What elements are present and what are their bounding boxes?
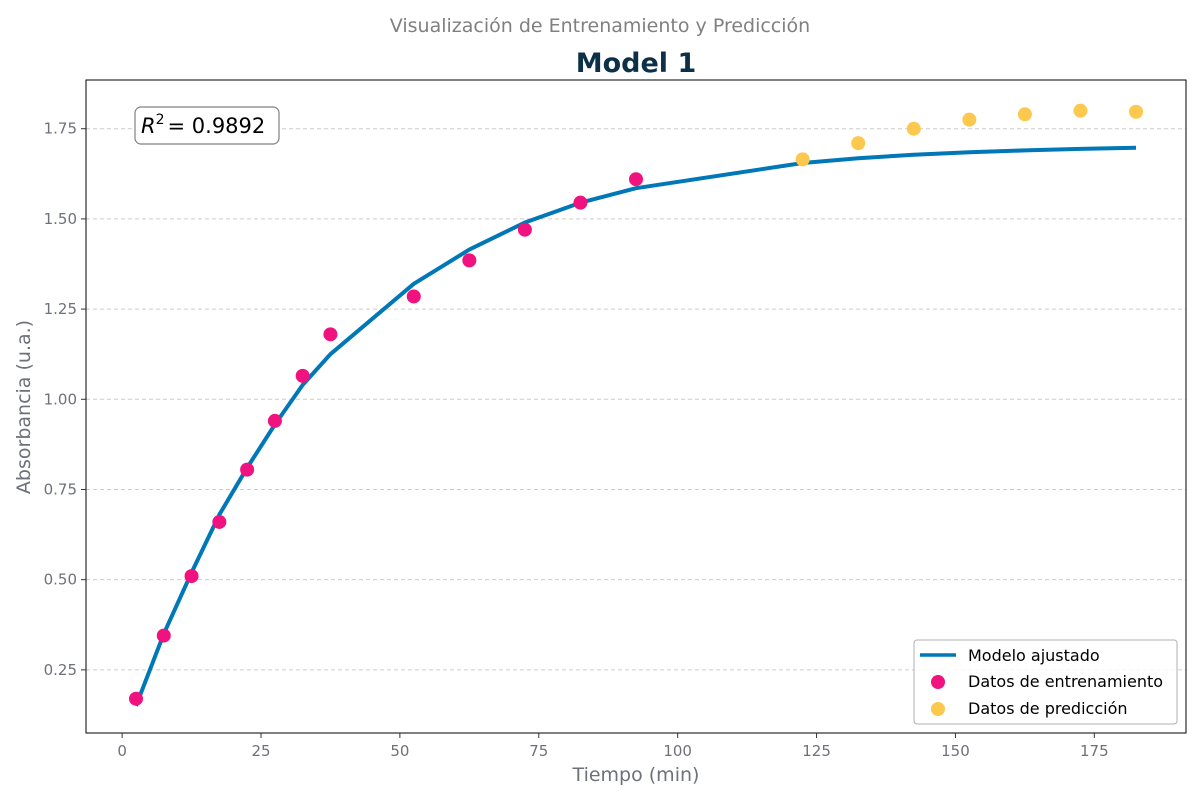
predict-point <box>1129 104 1143 119</box>
train-point <box>323 327 338 342</box>
x-tick-label: 175 <box>1080 742 1109 760</box>
legend-label-fit: Modelo ajustado <box>968 646 1100 665</box>
y-tick-label: 1.25 <box>44 300 77 318</box>
r2-box <box>134 106 280 145</box>
predict-point <box>906 121 921 136</box>
grid <box>86 128 1186 671</box>
train-point <box>184 569 199 584</box>
figure-suptitle: Visualización de Entrenamiento y Predicc… <box>390 15 810 37</box>
r2-symbol: R <box>141 114 156 138</box>
y-tick-label: 1.50 <box>44 210 77 228</box>
train-point <box>240 462 255 477</box>
y-tick-label: 0.50 <box>44 571 77 589</box>
legend-swatch-train <box>931 675 945 689</box>
y-tick-label: 0.25 <box>44 661 77 679</box>
predict-point <box>795 152 810 167</box>
y-tick-label: 0.75 <box>44 480 77 498</box>
legend-swatch-predict <box>931 702 945 716</box>
x-tick-label: 0 <box>117 742 127 760</box>
x-tick-label: 150 <box>941 742 970 760</box>
x-axis-label: Tiempo (min) <box>572 764 700 786</box>
r2-annotation: R2 = 0.9892 <box>134 106 280 145</box>
train-point <box>462 253 477 268</box>
x-tick-label: 100 <box>663 742 692 760</box>
y-axis-label: Absorbancia (u.a.) <box>13 320 35 494</box>
r2-value: = 0.9892 <box>168 114 266 138</box>
predict-point <box>851 136 866 151</box>
chart-title: Model 1 <box>576 48 697 79</box>
predict-point <box>1073 103 1088 118</box>
x-tick-label: 125 <box>802 742 831 760</box>
train-point <box>295 368 310 383</box>
axis-ticks: 0.25 0.50 0.75 1.00 1.25 1.50 1.75 0 25 50 75 100 12… <box>44 120 1109 760</box>
train-point <box>129 691 143 706</box>
train-point <box>212 514 227 529</box>
y-tick-label: 1.00 <box>44 390 77 408</box>
train-point <box>156 628 171 643</box>
legend-box <box>913 639 1178 725</box>
r2-text: R2 = 0.9892 <box>141 112 265 138</box>
train-point <box>573 195 588 210</box>
legend-label-predict: Datos de predicción <box>968 699 1128 718</box>
train-point <box>406 289 421 304</box>
legend-label-train: Datos de entrenamiento <box>968 672 1163 691</box>
r2-superscript: 2 <box>156 112 165 128</box>
predict-point <box>1017 107 1032 122</box>
predict-point <box>962 112 977 127</box>
plot-area-frame <box>85 79 1187 734</box>
train-point <box>517 222 532 237</box>
train-point <box>629 172 643 187</box>
legend: Modelo ajustado Datos de entrenamiento D… <box>913 639 1178 725</box>
x-tick-label: 75 <box>529 742 548 760</box>
train-point <box>267 413 282 428</box>
x-tick-label: 25 <box>251 742 270 760</box>
x-tick-label: 50 <box>390 742 409 760</box>
fit-line <box>134 145 1137 707</box>
y-tick-label: 1.75 <box>44 120 77 138</box>
data-marks <box>129 103 1143 707</box>
